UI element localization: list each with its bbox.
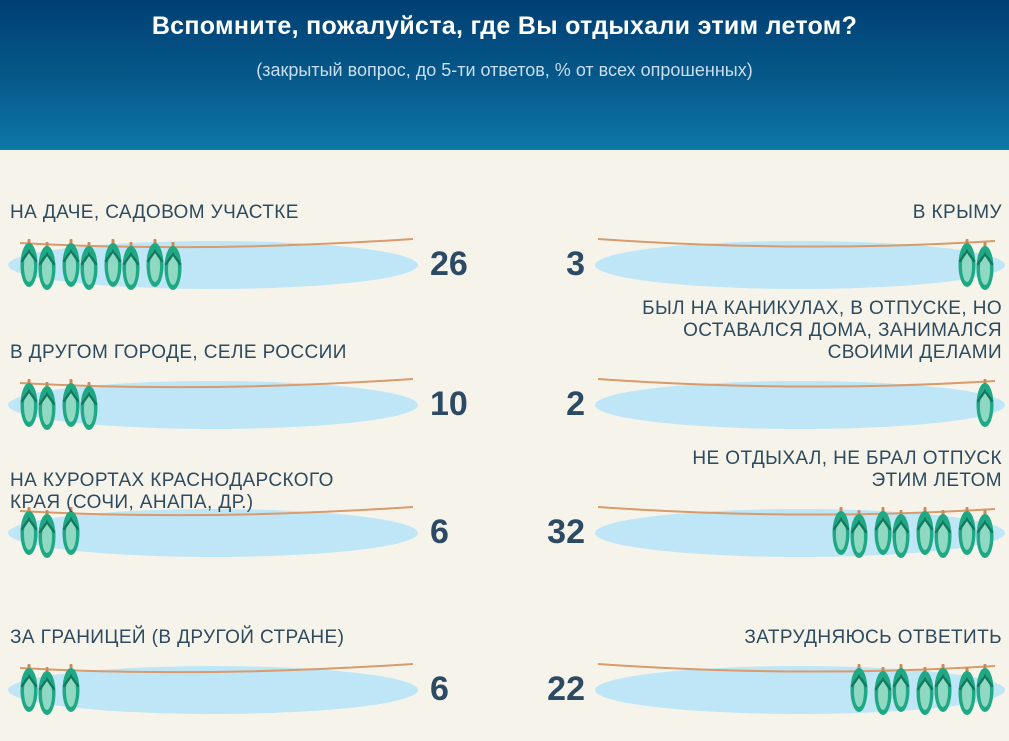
puddle-shape bbox=[8, 509, 418, 557]
puddle-shape bbox=[8, 666, 418, 714]
chart-row-7 bbox=[595, 506, 1005, 558]
flipflop-icon bbox=[958, 667, 976, 715]
flipflop-icon bbox=[164, 242, 182, 290]
flipflop-icon bbox=[916, 507, 934, 555]
category-label-line: ЗА ГРАНИЦЕЙ (В ДРУГОЙ СТРАНЕ) bbox=[10, 627, 345, 648]
category-label: В ДРУГОМ ГОРОДЕ, СЕЛЕ РОССИИ bbox=[10, 342, 410, 364]
flipflop-icon bbox=[916, 667, 934, 715]
flipflop-icon bbox=[976, 510, 994, 558]
value-label: 2 bbox=[566, 385, 585, 423]
flipflop-icon bbox=[62, 239, 80, 287]
flipflop-icon bbox=[80, 242, 98, 290]
category-label-line: В ДРУГОМ ГОРОДЕ, СЕЛЕ РОССИИ bbox=[10, 342, 347, 363]
flipflop-icon bbox=[104, 239, 122, 287]
flipflop-icon bbox=[20, 507, 38, 555]
category-label: ЗАТРУДНЯЮСЬ ОТВЕТИТЬ bbox=[602, 627, 1002, 649]
chart-row-8 bbox=[595, 663, 1005, 715]
category-label-line: СВОИМИ ДЕЛАМИ bbox=[827, 342, 1002, 363]
flipflop-icon bbox=[976, 242, 994, 290]
flipflop-icon bbox=[38, 242, 56, 290]
category-label-line: НЕ ОТДЫХАЛ, НЕ БРАЛ ОТПУСК bbox=[692, 448, 1002, 469]
chart-title: Вспомните, пожалуйста, где Вы отдыхали э… bbox=[151, 12, 858, 40]
category-label-line: ЗАТРУДНЯЮСЬ ОТВЕТИТЬ bbox=[744, 627, 1002, 648]
category-label-line: НА КУРОРТАХ КРАСНОДАРСКОГО bbox=[10, 470, 334, 491]
flipflop-icon bbox=[62, 379, 80, 427]
category-label: БЫЛ НА КАНИКУЛАХ, В ОТПУСКЕ, НО ОСТАВАЛСЯ… bbox=[602, 298, 1002, 364]
flipflop-icon bbox=[832, 507, 850, 555]
chart-row-6 bbox=[595, 378, 1005, 429]
value-label: 3 bbox=[566, 245, 585, 283]
category-label: НА КУРОРТАХ КРАСНОДАРСКОГО КРАЯ (СОЧИ, АН… bbox=[10, 470, 410, 514]
puddle-shape bbox=[595, 381, 1005, 429]
category-label: ЗА ГРАНИЦЕЙ (В ДРУГОЙ СТРАНЕ) bbox=[10, 627, 410, 649]
flipflop-icon bbox=[874, 507, 892, 555]
flipflop-icon bbox=[62, 664, 80, 712]
flipflop-icon bbox=[20, 239, 38, 287]
value-label: 10 bbox=[430, 385, 468, 423]
category-label-line: ЭТИМ ЛЕТОМ bbox=[871, 470, 1002, 491]
category-label-line: НА ДАЧЕ, САДОВОМ УЧАСТКЕ bbox=[10, 202, 299, 223]
flipflop-icon bbox=[958, 507, 976, 555]
chart-row-3 bbox=[8, 506, 418, 558]
flipflop-icon bbox=[850, 510, 868, 558]
category-label-line: В КРЫМУ bbox=[912, 202, 1002, 223]
flipflop-icon bbox=[934, 664, 952, 712]
flipflop-icon bbox=[976, 664, 994, 712]
flipflop-icon bbox=[122, 242, 140, 290]
flipflop-icon bbox=[20, 379, 38, 427]
puddle-shape bbox=[8, 381, 418, 429]
flipflop-icon bbox=[38, 667, 56, 715]
flipflop-icon bbox=[80, 382, 98, 430]
flipflop-icon bbox=[874, 667, 892, 715]
category-label: НЕ ОТДЫХАЛ, НЕ БРАЛ ОТПУСК ЭТИМ ЛЕТОМ bbox=[602, 448, 1002, 492]
clothesline bbox=[597, 238, 996, 248]
category-label-line: КРАЯ (СОЧИ, АНАПА, ДР.) bbox=[10, 492, 254, 513]
flipflop-icon bbox=[38, 510, 56, 558]
flipflop-icon bbox=[38, 382, 56, 430]
flipflop-icon bbox=[892, 664, 910, 712]
chart-row-2 bbox=[8, 378, 418, 430]
flipflop-icon bbox=[146, 239, 164, 287]
puddle-shape bbox=[595, 241, 1005, 289]
flipflop-icon bbox=[934, 510, 952, 558]
flipflop-icon bbox=[976, 379, 994, 427]
flipflop-icon bbox=[62, 507, 80, 555]
value-label: 6 bbox=[430, 513, 449, 551]
flipflop-icon bbox=[20, 664, 38, 712]
header-banner: Вспомните, пожалуйста, где Вы отдыхали э… bbox=[0, 0, 1009, 150]
value-label: 22 bbox=[547, 670, 585, 708]
category-label: НА ДАЧЕ, САДОВОМ УЧАСТКЕ bbox=[10, 202, 410, 224]
chart-row-1 bbox=[8, 238, 418, 290]
flipflop-icon bbox=[850, 664, 868, 712]
category-label-line: БЫЛ НА КАНИКУЛАХ, В ОТПУСКЕ, НО bbox=[642, 298, 1002, 319]
flipflop-icon bbox=[958, 239, 976, 287]
chart-row-5 bbox=[595, 238, 1005, 290]
flipflop-icon bbox=[892, 510, 910, 558]
category-label: В КРЫМУ bbox=[602, 202, 1002, 224]
chart-subtitle: (закрытый вопрос, до 5-ти ответов, % от … bbox=[256, 60, 753, 80]
clothesline bbox=[597, 378, 996, 388]
value-label: 32 bbox=[547, 513, 585, 551]
chart-row-4 bbox=[8, 663, 418, 715]
value-label: 26 bbox=[430, 245, 468, 283]
category-label-line: ОСТАВАЛСЯ ДОМА, ЗАНИМАЛСЯ bbox=[683, 320, 1002, 341]
value-label: 6 bbox=[430, 670, 449, 708]
